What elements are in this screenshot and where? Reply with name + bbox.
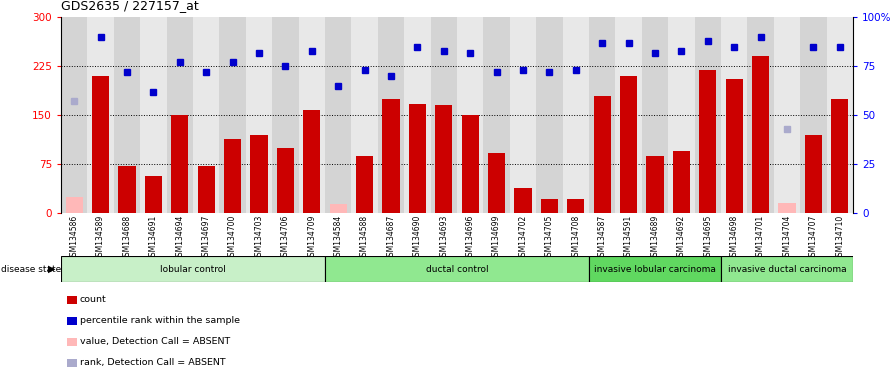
- Bar: [483, 17, 510, 213]
- Text: percentile rank within the sample: percentile rank within the sample: [80, 316, 240, 325]
- Bar: [197, 166, 215, 213]
- Bar: [118, 166, 135, 213]
- Bar: [87, 17, 114, 213]
- Bar: [461, 115, 478, 213]
- Text: ▶: ▶: [48, 264, 56, 274]
- Bar: [171, 115, 188, 213]
- Bar: [325, 256, 589, 282]
- Bar: [250, 135, 268, 213]
- Bar: [668, 17, 694, 213]
- Bar: [747, 17, 774, 213]
- Bar: [435, 106, 452, 213]
- Bar: [224, 139, 241, 213]
- Bar: [620, 76, 637, 213]
- Text: count: count: [80, 295, 107, 304]
- Bar: [92, 76, 109, 213]
- Bar: [827, 17, 853, 213]
- Bar: [61, 256, 325, 282]
- Bar: [193, 17, 220, 213]
- Bar: [646, 156, 664, 213]
- Bar: [167, 17, 193, 213]
- Text: ductal control: ductal control: [426, 265, 488, 274]
- Bar: [272, 17, 298, 213]
- Text: invasive ductal carcinoma: invasive ductal carcinoma: [728, 265, 847, 274]
- Bar: [409, 104, 426, 213]
- Bar: [114, 17, 140, 213]
- Bar: [510, 17, 536, 213]
- Bar: [721, 256, 853, 282]
- Bar: [356, 156, 373, 213]
- Bar: [541, 199, 558, 213]
- Bar: [431, 17, 457, 213]
- Text: disease state: disease state: [1, 265, 61, 274]
- Bar: [536, 17, 563, 213]
- Bar: [351, 17, 378, 213]
- Bar: [563, 17, 589, 213]
- Bar: [61, 17, 87, 213]
- Bar: [726, 79, 743, 213]
- Bar: [220, 17, 246, 213]
- Bar: [616, 17, 642, 213]
- Text: value, Detection Call = ABSENT: value, Detection Call = ABSENT: [80, 337, 230, 346]
- Bar: [383, 99, 400, 213]
- Bar: [514, 188, 531, 213]
- Bar: [800, 17, 827, 213]
- Text: rank, Detection Call = ABSENT: rank, Detection Call = ABSENT: [80, 358, 226, 367]
- Bar: [567, 199, 584, 213]
- Bar: [140, 17, 167, 213]
- Bar: [488, 153, 505, 213]
- Bar: [589, 17, 616, 213]
- Bar: [831, 99, 849, 213]
- Bar: [330, 204, 347, 213]
- Bar: [721, 17, 747, 213]
- Bar: [694, 17, 721, 213]
- Bar: [378, 17, 404, 213]
- Bar: [298, 17, 325, 213]
- Bar: [642, 17, 668, 213]
- Bar: [752, 56, 769, 213]
- Bar: [303, 110, 321, 213]
- Text: invasive lobular carcinoma: invasive lobular carcinoma: [594, 265, 716, 274]
- Bar: [593, 96, 611, 213]
- Text: GDS2635 / 227157_at: GDS2635 / 227157_at: [61, 0, 199, 12]
- Bar: [779, 204, 796, 213]
- Text: lobular control: lobular control: [160, 265, 226, 274]
- Bar: [589, 256, 721, 282]
- Bar: [277, 148, 294, 213]
- Bar: [325, 17, 351, 213]
- Bar: [805, 135, 822, 213]
- Bar: [65, 197, 82, 213]
- Bar: [774, 17, 800, 213]
- Bar: [246, 17, 272, 213]
- Bar: [457, 17, 483, 213]
- Bar: [145, 176, 162, 213]
- Bar: [673, 151, 690, 213]
- Bar: [404, 17, 431, 213]
- Bar: [699, 70, 717, 213]
